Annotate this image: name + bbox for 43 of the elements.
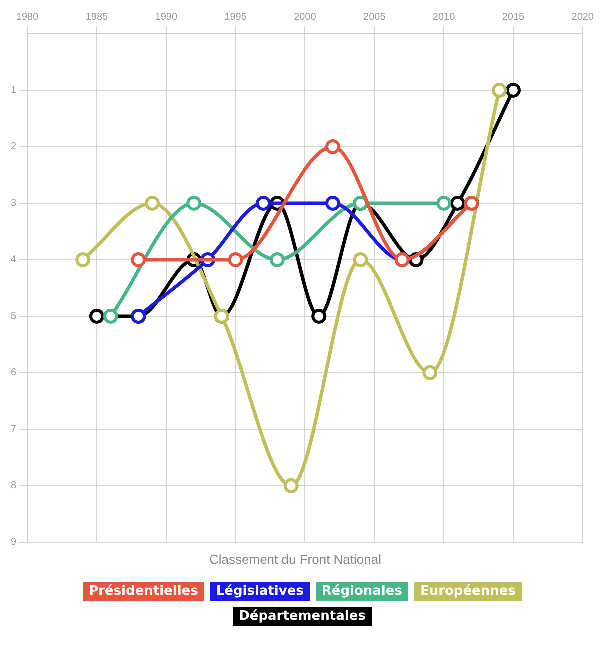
point	[325, 196, 340, 211]
y-tick-label: 5	[11, 311, 17, 322]
point	[450, 196, 466, 211]
text: Européennes	[414, 582, 522, 601]
y-tick-label: 4	[11, 254, 17, 266]
point	[186, 196, 202, 211]
x-tick-label: 1985	[86, 12, 109, 23]
x-tick-label: 1980	[16, 12, 40, 23]
x-tick-label: 2000	[294, 12, 317, 23]
y-tick-label: 3	[11, 198, 17, 210]
point	[353, 252, 368, 268]
y-tick-label: 7	[11, 424, 17, 436]
point	[131, 252, 146, 268]
text: Classement du Front National	[210, 552, 382, 567]
text: Départementales	[233, 607, 372, 626]
point	[228, 252, 244, 268]
y-tick-label: 1	[11, 85, 17, 96]
text: Présidentielles	[83, 582, 204, 601]
point	[325, 139, 340, 154]
point	[312, 308, 327, 324]
x-tick-label: 2010	[432, 12, 456, 23]
point	[145, 196, 160, 211]
x-tick-label: 2020	[572, 12, 594, 23]
point	[270, 252, 285, 268]
point	[256, 196, 272, 211]
y-tick-label: 9	[11, 537, 17, 548]
point	[103, 308, 118, 324]
x-tick-label: 1995	[224, 12, 248, 23]
point	[76, 252, 91, 268]
point	[492, 82, 508, 98]
x-tick-label: 2005	[364, 12, 386, 23]
point	[436, 196, 452, 211]
x-tick-label: 2015	[502, 12, 526, 23]
text: Régionales	[316, 582, 408, 601]
y-tick-label: 8	[11, 480, 17, 492]
x-tick-label: 1990	[155, 12, 178, 23]
y-tick-label: 6	[11, 368, 17, 379]
point	[284, 478, 299, 494]
point	[422, 365, 438, 380]
text: Législatives	[210, 582, 310, 601]
point	[506, 82, 521, 98]
y-tick-label: 2	[11, 142, 17, 153]
point	[89, 308, 104, 324]
